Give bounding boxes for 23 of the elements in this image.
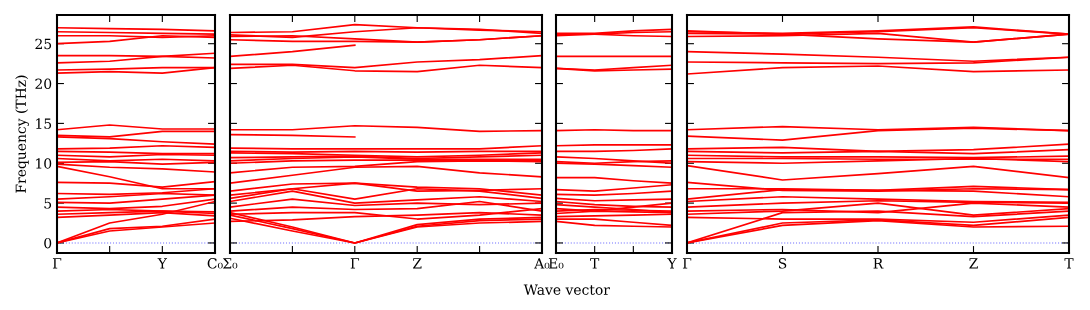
x-tick-label: Γ <box>350 258 360 269</box>
x-tick-label: R <box>873 258 884 269</box>
x-tick-label: Y <box>157 258 168 269</box>
x-tick-label: E₀ <box>548 258 564 269</box>
y-tick-label: 25 <box>35 38 52 50</box>
x-tick-label: Γ <box>682 258 692 269</box>
x-axis-title: Wave vector <box>523 284 610 295</box>
y-tick-label: 15 <box>36 118 52 129</box>
y-axis-title: Frequency (THz) <box>15 75 29 193</box>
x-tick-label: Γ <box>52 258 62 269</box>
x-tick-label: S <box>778 258 787 269</box>
x-tick-label: Z <box>413 258 422 269</box>
x-tick-label: A₀ <box>534 258 550 269</box>
y-tick-label: 5 <box>44 198 52 209</box>
y-tick-label: 20 <box>35 78 52 90</box>
x-tick-label: Σ₀ <box>222 258 238 269</box>
x-tick-label: T <box>590 258 600 269</box>
y-tick-label: 0 <box>44 237 52 249</box>
x-tick-label: T <box>1064 258 1074 269</box>
x-tick-label: Z <box>969 258 978 269</box>
y-tick-label: 10 <box>36 158 52 169</box>
x-tick-label: C₀ <box>207 258 223 269</box>
x-tick-label: Y <box>667 258 677 269</box>
